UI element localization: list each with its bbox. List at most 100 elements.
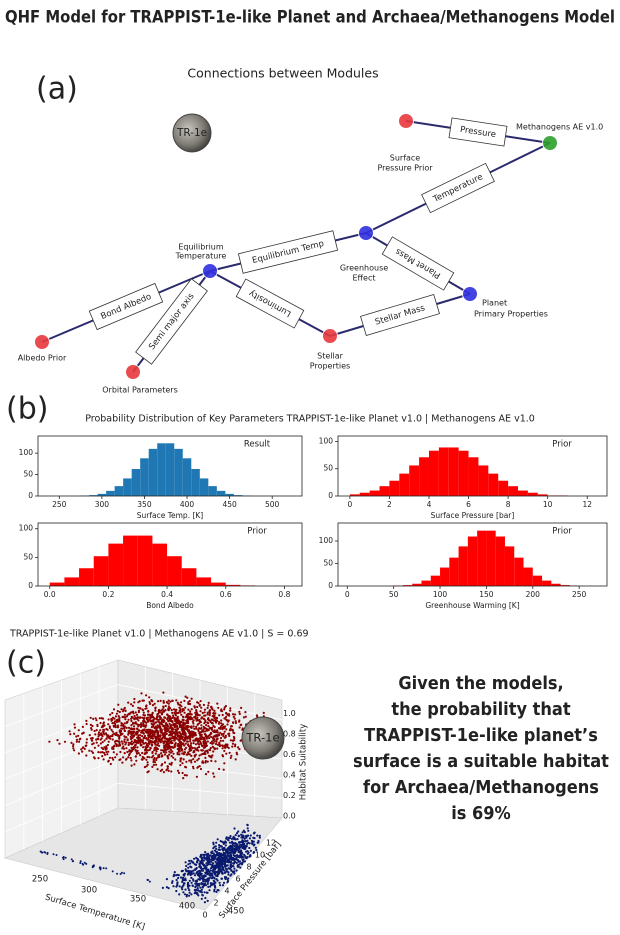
scatter-dot [218, 855, 221, 858]
scatter-dot [128, 750, 131, 753]
scatter-dot [221, 744, 224, 747]
scatter-dot [119, 750, 122, 754]
scatter-dot [218, 721, 221, 724]
scatter-dot [221, 884, 225, 887]
scatter-dot [164, 709, 167, 712]
scatter-dot [207, 704, 210, 707]
scatter-dot [233, 845, 236, 848]
scatter-dot [207, 725, 210, 728]
scatter-dot [204, 884, 208, 887]
scatter-dot [118, 716, 121, 720]
scatter-dot [141, 735, 144, 738]
scatter-dot [198, 765, 201, 768]
scatter-dot [137, 725, 140, 728]
z-tick-label: 0.0 [283, 812, 296, 821]
scatter-dot [73, 726, 77, 729]
scatter-dot [95, 719, 98, 722]
scatter-dot [200, 706, 203, 709]
scatter-dot [121, 747, 124, 750]
scatter-dot [165, 737, 168, 740]
histogram-bar [225, 493, 234, 496]
scatter-dot [223, 727, 226, 730]
scatter-dot [231, 713, 235, 716]
scatter-dot [102, 730, 105, 733]
scatter-dot [208, 748, 211, 751]
x-tick-label: 250 [52, 500, 67, 509]
y-tick-label: 8 [246, 863, 251, 872]
scatter-dot [125, 747, 128, 750]
scatter-dot [105, 733, 108, 736]
edge-label-box [237, 230, 339, 274]
scatter-dot [160, 723, 163, 726]
histogram-bar [64, 577, 80, 586]
scatter-dot [136, 746, 139, 749]
scatter-dot [167, 702, 170, 705]
scatter-dot [172, 737, 175, 740]
histogram-bar [514, 557, 524, 586]
scatter-dot [156, 726, 159, 729]
scatter-dot [169, 741, 172, 744]
scatter-dot [229, 739, 232, 742]
scatter-dot [130, 719, 133, 723]
scatter-dot [133, 738, 136, 742]
scatter-dot [213, 849, 217, 852]
scatter-dot [193, 754, 196, 757]
scatter-dot [223, 869, 226, 872]
conclusion-line: Given the models, [398, 673, 563, 694]
scatter-dot [140, 758, 143, 761]
scatter-dot [189, 710, 192, 713]
scatter-dot [145, 758, 148, 761]
scatter-dot [111, 722, 114, 725]
scatter-dot [198, 878, 201, 881]
scatter-dot [163, 728, 166, 731]
scatter-dot [227, 854, 230, 857]
scatter-dot [201, 894, 204, 897]
scatter-dot [230, 754, 233, 757]
scatter-dot [204, 880, 207, 883]
scatter-dot [179, 876, 183, 879]
scatter-dot [202, 880, 205, 883]
scatter-dot [160, 752, 163, 755]
scatter-dot [151, 711, 154, 714]
scatter-dot [129, 735, 132, 739]
scatter-dot [214, 742, 218, 746]
scatter-dot [235, 849, 238, 852]
scatter-dot [173, 739, 176, 742]
histogram-bar [93, 556, 109, 586]
scatter-dot [118, 735, 121, 738]
scatter-dot [183, 872, 186, 875]
x-axis-label: Surface Pressure [bar] [431, 511, 515, 520]
scatter-dot [141, 708, 144, 711]
scatter-dot [124, 718, 127, 721]
scatter-dot [137, 719, 140, 722]
scatter-dot [133, 718, 136, 721]
scatter-dot [217, 727, 221, 730]
scatter-dot [124, 743, 127, 746]
scatter-dot [208, 874, 211, 877]
histogram-bar [523, 567, 533, 586]
scatter-dot [228, 841, 232, 844]
scatter-dot [218, 860, 221, 863]
scatter-dot [199, 710, 202, 713]
scatter-dot [227, 871, 230, 874]
scatter-dot [241, 846, 244, 850]
scatter-dot [55, 853, 58, 856]
scatter-dot [180, 870, 183, 873]
scatter-dot [173, 745, 176, 748]
scatter-dot [158, 740, 161, 743]
scatter-dot [91, 737, 94, 740]
scatter-dot [183, 882, 186, 885]
scatter-dot [77, 752, 80, 755]
scatter-dot [200, 867, 204, 870]
scatter-dot [209, 869, 212, 872]
scatter-dot [212, 847, 215, 850]
scatter-dot [205, 744, 208, 747]
scatter-dot [114, 742, 117, 745]
x-tick-label: 8 [506, 500, 511, 509]
scatter-dot [189, 738, 192, 741]
scatter-dot [73, 749, 76, 752]
scatter-dot [119, 873, 122, 876]
scatter-dot [152, 725, 155, 728]
scatter-dot [200, 733, 203, 736]
scatter-dot [206, 899, 209, 903]
